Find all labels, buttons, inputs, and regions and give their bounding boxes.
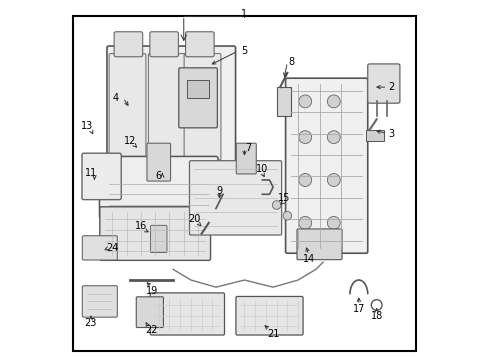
Bar <box>365 130 383 141</box>
Circle shape <box>283 211 291 220</box>
Text: 24: 24 <box>106 243 118 253</box>
Text: 23: 23 <box>84 318 97 328</box>
FancyBboxPatch shape <box>107 46 235 164</box>
Circle shape <box>272 201 281 209</box>
FancyBboxPatch shape <box>109 54 145 160</box>
Circle shape <box>326 216 340 229</box>
FancyBboxPatch shape <box>82 286 117 317</box>
Text: 14: 14 <box>302 253 314 264</box>
Text: 7: 7 <box>244 143 251 153</box>
Bar <box>187 80 208 98</box>
Text: 15: 15 <box>277 193 289 203</box>
Text: 9: 9 <box>216 186 222 196</box>
Text: 1: 1 <box>241 9 247 19</box>
FancyBboxPatch shape <box>285 78 367 253</box>
Text: 22: 22 <box>145 325 158 335</box>
Text: 11: 11 <box>84 168 97 178</box>
FancyBboxPatch shape <box>99 157 218 218</box>
Circle shape <box>326 95 340 108</box>
Bar <box>276 87 290 116</box>
FancyBboxPatch shape <box>236 143 256 174</box>
FancyBboxPatch shape <box>235 296 303 335</box>
FancyBboxPatch shape <box>82 236 117 260</box>
FancyBboxPatch shape <box>100 207 210 260</box>
FancyBboxPatch shape <box>184 54 221 160</box>
Text: 6: 6 <box>155 171 162 181</box>
Circle shape <box>298 95 311 108</box>
FancyBboxPatch shape <box>136 297 163 328</box>
Text: 2: 2 <box>387 82 393 92</box>
FancyBboxPatch shape <box>82 153 121 200</box>
Text: 5: 5 <box>241 46 247 57</box>
FancyBboxPatch shape <box>367 64 399 103</box>
FancyBboxPatch shape <box>296 229 341 260</box>
Text: 3: 3 <box>387 129 393 139</box>
Circle shape <box>298 174 311 186</box>
Text: 21: 21 <box>266 329 279 339</box>
FancyBboxPatch shape <box>114 32 142 57</box>
Text: 4: 4 <box>113 93 119 103</box>
FancyBboxPatch shape <box>185 32 214 57</box>
FancyBboxPatch shape <box>149 32 178 57</box>
Text: 8: 8 <box>287 57 293 67</box>
FancyBboxPatch shape <box>150 225 166 252</box>
Circle shape <box>298 216 311 229</box>
FancyBboxPatch shape <box>179 68 217 128</box>
Text: 12: 12 <box>124 136 136 146</box>
FancyBboxPatch shape <box>189 161 281 235</box>
Text: 17: 17 <box>352 303 364 314</box>
Circle shape <box>326 174 340 186</box>
FancyBboxPatch shape <box>148 54 185 160</box>
Text: 18: 18 <box>370 311 382 321</box>
FancyBboxPatch shape <box>150 293 224 335</box>
Text: 16: 16 <box>135 221 147 231</box>
Circle shape <box>298 131 311 144</box>
Text: 13: 13 <box>81 121 93 131</box>
Circle shape <box>326 131 340 144</box>
Text: 19: 19 <box>145 286 158 296</box>
FancyBboxPatch shape <box>147 143 170 181</box>
Text: 20: 20 <box>188 214 200 224</box>
Text: 10: 10 <box>256 164 268 174</box>
